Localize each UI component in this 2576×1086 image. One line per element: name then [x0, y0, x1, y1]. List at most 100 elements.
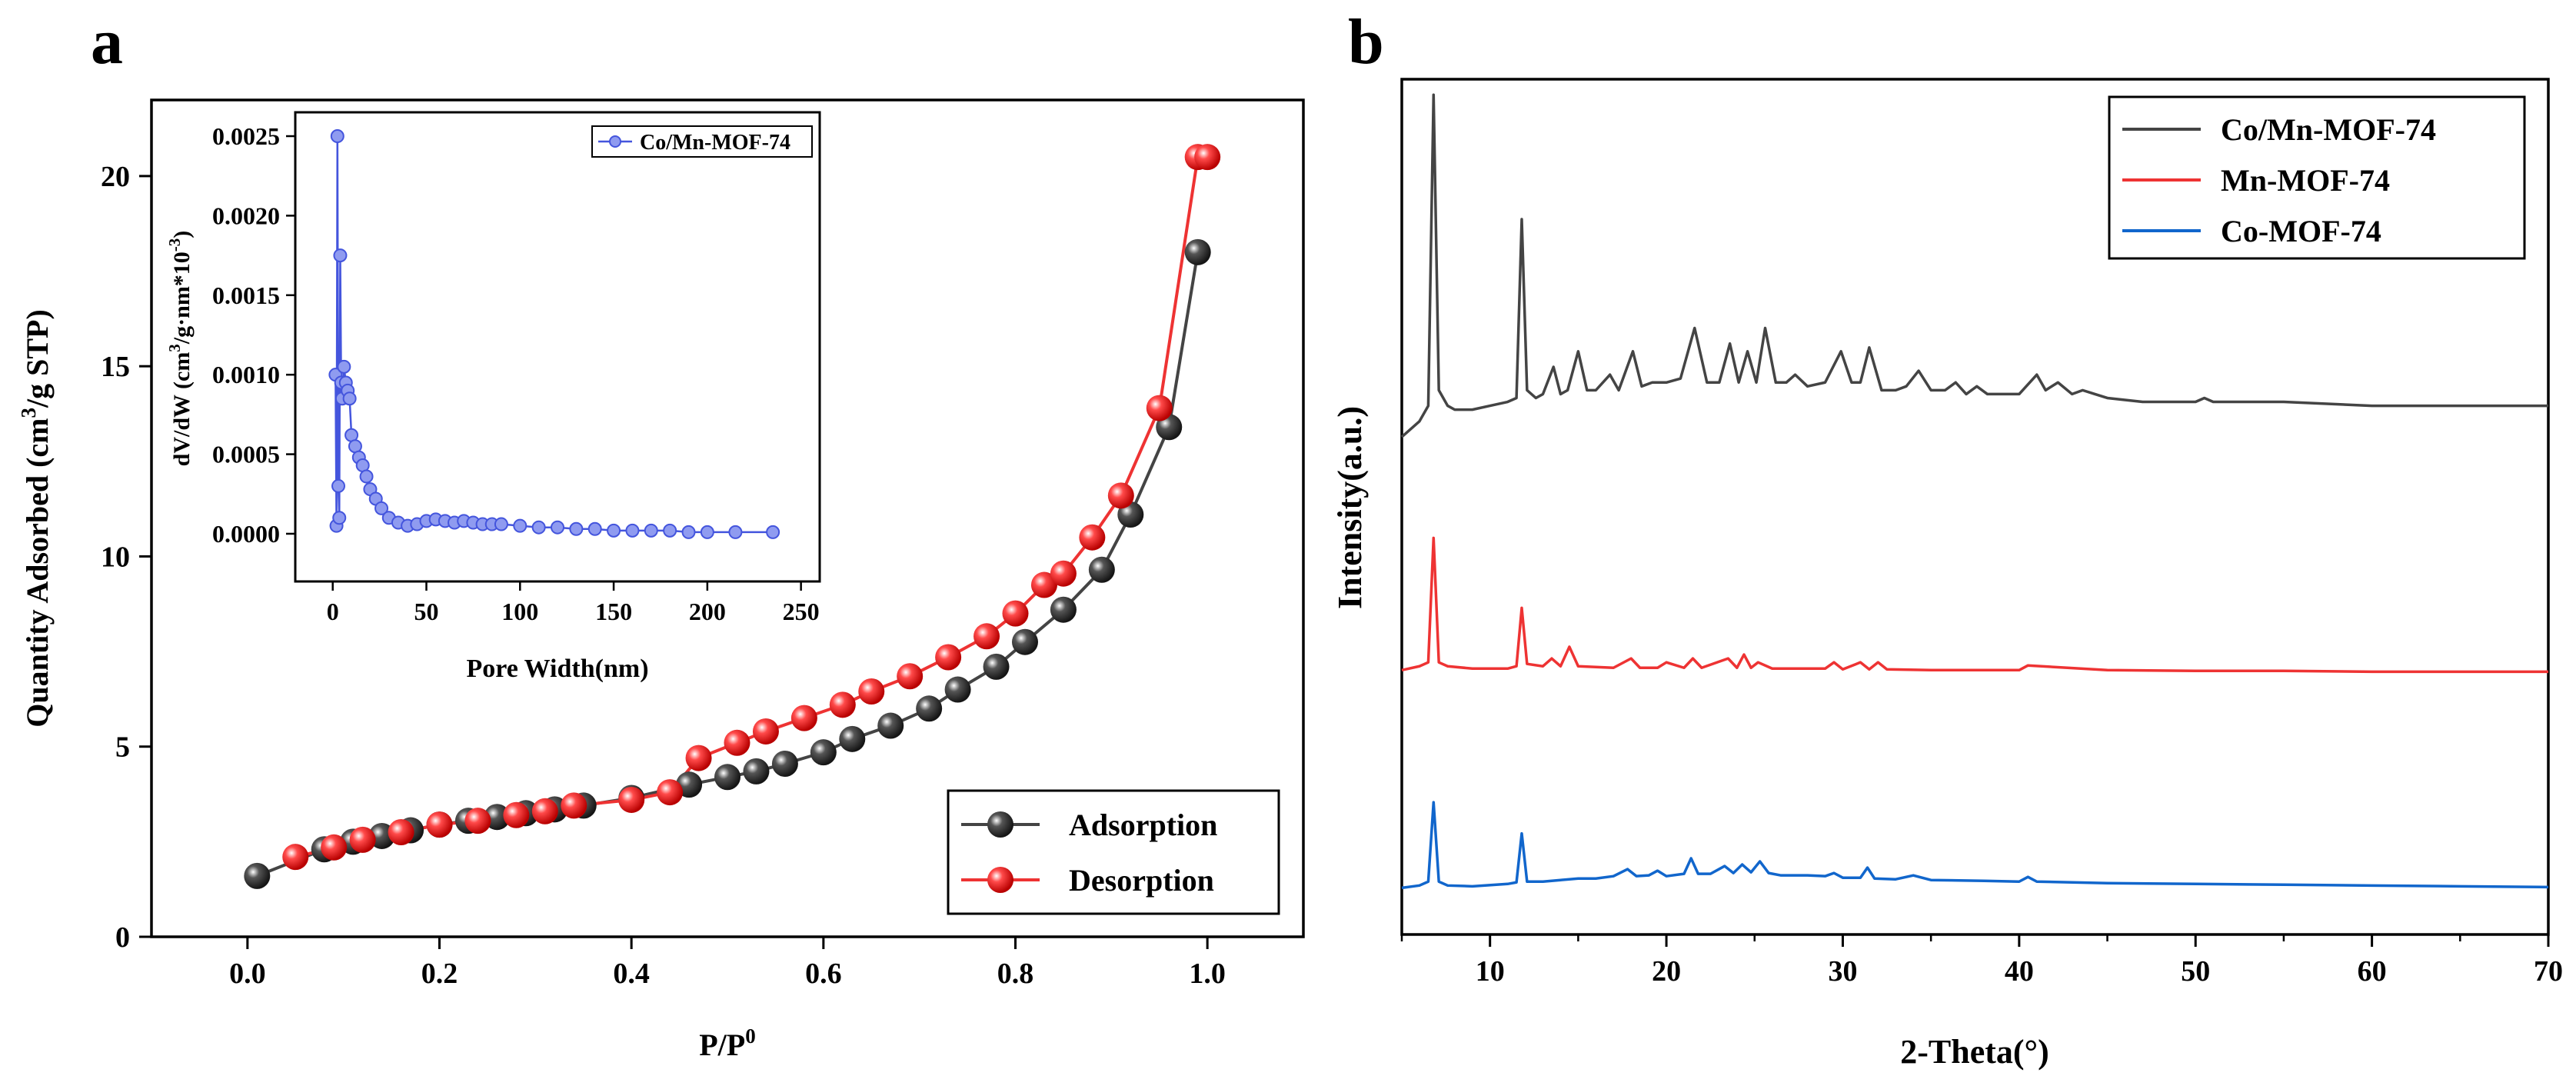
inset-x-tick-label: 100: [501, 598, 538, 625]
inset-y-tick-label: 0.0015: [212, 281, 280, 309]
inset-data-point: [681, 525, 696, 539]
data-point-adsorption: [743, 758, 770, 785]
panel-a-x-axis-label: P/P0: [699, 1024, 755, 1062]
data-point-desorption: [321, 834, 348, 861]
inset-x-axis-label: Pore Width(nm): [466, 655, 648, 683]
inset-data-point: [333, 248, 348, 263]
data-point-adsorption: [1184, 238, 1211, 265]
inset-y-axis-label: dV/dW (cm3/g·nm*10-3): [165, 231, 195, 467]
inset-data-point: [766, 525, 780, 539]
inset-x-tick-label: 50: [414, 598, 439, 625]
panel-a-y-tick-label: 5: [115, 731, 130, 764]
data-point-desorption: [1030, 571, 1057, 598]
inset-data-point: [569, 521, 584, 536]
data-point-desorption: [1079, 524, 1106, 551]
xrd-pattern-co/mn-mof-74: [1400, 93, 2548, 438]
inset-data-point: [644, 523, 658, 538]
panel-a-x-tick-label: 0.2: [421, 958, 458, 990]
inset-y-tick-label: 0.0020: [212, 202, 280, 229]
panel-b-x-tick-label: 20: [1652, 955, 1681, 988]
panel-b-legend: Co/Mn-MOF-74 Mn-MOF-74 Co-MOF-74: [2108, 95, 2526, 260]
legend-label-co/mn-mof-74: Co/Mn-MOF-74: [2221, 112, 2436, 147]
data-point-desorption: [935, 644, 962, 671]
data-point-desorption: [724, 729, 751, 756]
inset-data-point: [337, 359, 351, 374]
inset-x-tick-label: 150: [595, 598, 632, 625]
panel-a-inset: 0 50 100 150 200 250 0.0000 0.0005 0.0010 0.0015 0…: [165, 111, 821, 683]
inset-x-tick-label: 200: [689, 598, 726, 625]
panel-a-y-axis-label: Quantity Adsorbed (cm3/g STP): [17, 309, 55, 728]
inset-frame: [294, 111, 821, 583]
data-point-desorption: [618, 786, 645, 813]
inset-data-point: [332, 511, 347, 525]
data-point-desorption: [1194, 144, 1221, 171]
data-point-adsorption: [244, 862, 271, 889]
inset-data-point: [663, 523, 677, 538]
panel-b-x-axis-label: 2-Theta(°): [1900, 1033, 2049, 1071]
data-point-adsorption: [944, 676, 971, 703]
panel-a: a 0.0 0.2 0.4 0.6 0.8 1.0 0 5 10 15 20 P/P0 Quanti…: [17, 6, 1305, 1062]
data-point-desorption: [858, 678, 885, 705]
data-point-desorption: [1002, 600, 1029, 627]
data-point-desorption: [531, 798, 558, 824]
inset-x-tick-label: 0: [327, 598, 339, 625]
data-point-adsorption: [916, 695, 943, 722]
inset-data-point: [331, 478, 346, 493]
data-point-desorption: [752, 718, 779, 745]
inset-data-point: [728, 525, 743, 539]
panel-b-x-tick-label: 70: [2534, 955, 2563, 988]
data-point-desorption: [1050, 560, 1077, 587]
panel-b-x-tick-label: 10: [1476, 955, 1505, 988]
legend-marker-desorption: [987, 867, 1013, 893]
legend-label-adsorption: Adsorption: [1069, 808, 1217, 842]
data-point-desorption: [1107, 482, 1134, 509]
data-point-adsorption: [1011, 628, 1038, 655]
inset-legend-label: Co/Mn-MOF-74: [640, 131, 790, 155]
xrd-pattern-mn-mof-74: [1401, 536, 2548, 674]
inset-legend: Co/Mn-MOF-74: [591, 125, 813, 158]
inset-y-tick-label: 0.0005: [212, 441, 280, 468]
legend-label-co-mof-74: Co-MOF-74: [2221, 214, 2381, 248]
data-point-desorption: [426, 811, 453, 838]
panel-b-x-tick-label: 40: [2005, 955, 2034, 988]
panel-a-x-tick-label: 0.4: [613, 958, 650, 990]
inset-data-point: [551, 520, 564, 535]
inset-y-tick-label: 0.0010: [212, 361, 280, 388]
panel-b-x-tick-label: 60: [2358, 955, 2387, 988]
inset-data-point: [342, 391, 357, 406]
panel-a-y-tick-label: 0: [115, 921, 130, 954]
inset-data-point: [374, 501, 389, 515]
data-point-desorption: [790, 705, 817, 731]
data-point-adsorption: [983, 653, 1010, 680]
panel-a-y-tick-label: 15: [101, 351, 130, 383]
data-point-desorption: [561, 792, 587, 819]
data-point-desorption: [503, 801, 530, 828]
data-point-desorption: [349, 826, 376, 853]
data-point-adsorption: [810, 739, 837, 766]
inset-x-tick-label: 250: [783, 598, 820, 625]
data-point-adsorption: [771, 750, 798, 777]
panel-b-plot-frame: [1400, 78, 2550, 936]
inset-data-point: [700, 525, 714, 539]
data-point-desorption: [282, 844, 309, 871]
panel-a-x-tick-label: 0.0: [229, 958, 266, 990]
panel-b-x-tick-label: 30: [1828, 955, 1857, 988]
panel-b-y-axis-label: Intensity(a.u.): [1331, 406, 1369, 609]
inset-data-point: [494, 517, 508, 531]
data-point-adsorption: [714, 764, 741, 791]
xrd-pattern-co-mof-74: [1401, 801, 2549, 890]
panel-a-legend: Adsorption Desorption: [947, 789, 1280, 915]
data-point-adsorption: [877, 712, 904, 739]
data-point-desorption: [1146, 395, 1173, 421]
data-point-desorption: [829, 691, 856, 718]
panel-a-x-tick-label: 0.6: [805, 958, 842, 990]
panel-a-plot-frame: [150, 98, 1305, 938]
inset-data-point: [330, 129, 344, 144]
inset-y-tick-label: 0.0025: [212, 122, 280, 150]
inset-y-tick-label: 0.0000: [212, 520, 280, 548]
panel-a-x-tick-label: 0.8: [997, 958, 1034, 990]
legend-marker-adsorption: [987, 811, 1013, 838]
data-point-adsorption: [1088, 556, 1115, 583]
inset-data-point: [625, 523, 640, 538]
inset-legend-marker: [609, 135, 621, 148]
